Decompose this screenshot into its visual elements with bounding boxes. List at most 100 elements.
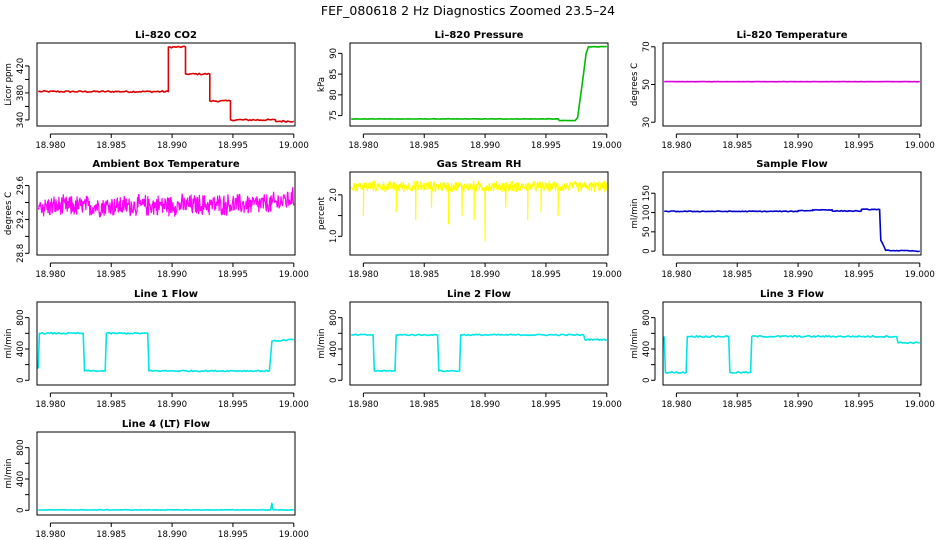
x-tick-label: 18.990 — [783, 270, 813, 280]
y-tick-label: 800 — [16, 309, 26, 325]
plot-frame — [662, 42, 922, 127]
panel-6: Sample Flow 18.980 18.985 18.990 18.995 19.00… — [630, 159, 935, 280]
x-tick-label: 19.000 — [905, 141, 935, 151]
x-tick-label: 18.980 — [661, 270, 691, 280]
y-tick-label: 400 — [642, 341, 652, 357]
x-tick-label: 18.985 — [722, 141, 752, 151]
x-tick-label: 18.980 — [348, 400, 378, 410]
panel-title: Line 2 Flow — [447, 289, 511, 300]
panel-title: Line 1 Flow — [134, 289, 198, 300]
y-axis-label: Licor ppm — [4, 63, 14, 106]
x-tick-label: 18.985 — [722, 400, 752, 410]
panel-title: Line 4 (LT) Flow — [122, 419, 210, 430]
y-tick-label: 29.2 — [16, 210, 26, 229]
series-line — [38, 45, 295, 123]
x-tick-label: 18.995 — [218, 530, 248, 540]
y-axis-label: ml/min — [4, 459, 14, 489]
x-tick-label: 19.000 — [905, 270, 935, 280]
y-tick-label: 400 — [16, 471, 26, 487]
x-tick-label: 18.995 — [531, 141, 561, 151]
y-axis-label: ml/min — [4, 329, 14, 359]
x-tick-label: 18.995 — [844, 270, 874, 280]
y-tick-label: 150 — [642, 185, 652, 201]
x-tick-label: 18.980 — [661, 141, 691, 151]
y-tick-label: 400 — [329, 341, 339, 357]
x-tick-label: 18.980 — [35, 270, 65, 280]
x-tick-label: 18.995 — [218, 270, 248, 280]
panel-2: Li–820 Pressure 18.980 18.985 18.990 18.995 1… — [317, 30, 622, 151]
figure-title: FEF_080618 2 Hz Diagnostics Zoomed 23.5–… — [321, 3, 615, 18]
x-tick-label: 19.000 — [279, 530, 309, 540]
panel-4: Ambient Box Temperature 18.980 18.985 18.99… — [4, 159, 309, 280]
x-tick-label: 18.990 — [470, 270, 500, 280]
x-tick-label: 18.980 — [35, 530, 65, 540]
y-axis-label: kPa — [317, 77, 327, 92]
panel-title: Ambient Box Temperature — [92, 159, 239, 170]
plot-frame — [36, 42, 296, 127]
series-line — [663, 334, 920, 374]
x-tick-label: 18.980 — [661, 400, 691, 410]
series-line — [664, 208, 920, 253]
series-line — [37, 186, 295, 218]
y-axis-label: percent — [317, 196, 327, 230]
y-tick-label: 70 — [642, 41, 652, 52]
y-axis-label: ml/min — [630, 329, 640, 359]
x-tick-label: 18.985 — [409, 270, 439, 280]
plot-frame — [349, 171, 609, 256]
y-tick-label: 0 — [16, 508, 26, 513]
panel-9: Line 3 Flow 18.980 18.985 18.990 18.995 19.00… — [630, 289, 935, 410]
x-tick-label: 18.990 — [470, 141, 500, 151]
x-tick-label: 19.000 — [592, 270, 622, 280]
y-axis-label: degrees C — [630, 63, 640, 106]
panel-title: Li–820 CO2 — [135, 30, 197, 41]
x-tick-label: 18.995 — [531, 400, 561, 410]
x-tick-label: 18.985 — [96, 400, 126, 410]
x-tick-label: 19.000 — [279, 270, 309, 280]
x-tick-label: 18.980 — [35, 141, 65, 151]
x-tick-label: 18.995 — [844, 400, 874, 410]
y-tick-label: 0 — [16, 378, 26, 383]
y-tick-label: 75 — [329, 110, 339, 121]
x-tick-label: 18.995 — [218, 141, 248, 151]
x-tick-label: 18.985 — [96, 270, 126, 280]
plot-frame — [662, 171, 922, 256]
panel-1: Li–820 CO2 18.980 18.985 18.990 18.995 19.000… — [4, 30, 309, 151]
x-tick-label: 18.985 — [409, 141, 439, 151]
x-tick-label: 18.995 — [218, 400, 248, 410]
y-tick-label: 400 — [16, 341, 26, 357]
y-tick-label: 0 — [642, 378, 652, 383]
plot-frame — [662, 301, 922, 386]
panel-grid: Li–820 CO2 18.980 18.985 18.990 18.995 19.000… — [4, 30, 935, 540]
y-tick-label: 30 — [642, 117, 652, 128]
x-tick-label: 18.990 — [157, 270, 187, 280]
panel-5: Gas Stream RH 18.980 18.985 18.990 18.995 19.… — [317, 159, 622, 280]
x-tick-label: 18.990 — [157, 141, 187, 151]
plot-frame — [36, 171, 296, 256]
x-tick-label: 19.000 — [905, 400, 935, 410]
y-tick-label: 80 — [329, 89, 339, 100]
x-tick-label: 19.000 — [279, 141, 309, 151]
x-tick-label: 18.995 — [531, 270, 561, 280]
y-tick-label: 380 — [16, 85, 26, 101]
y-tick-label: 28.8 — [16, 244, 26, 263]
series-line — [37, 331, 294, 373]
x-tick-label: 18.990 — [157, 400, 187, 410]
series-line — [351, 333, 608, 373]
y-tick-label: 50 — [642, 226, 652, 237]
panel-title: Gas Stream RH — [437, 159, 522, 170]
series-line — [350, 180, 608, 242]
x-tick-label: 18.985 — [96, 530, 126, 540]
y-tick-label: 0 — [329, 378, 339, 383]
panel-8: Line 2 Flow 18.980 18.985 18.990 18.995 19.00… — [317, 289, 622, 410]
x-tick-label: 19.000 — [592, 400, 622, 410]
y-tick-label: 800 — [642, 309, 652, 325]
plot-frame — [349, 301, 609, 386]
y-tick-label: 85 — [329, 69, 339, 80]
y-tick-label: 340 — [16, 112, 26, 128]
x-tick-label: 18.980 — [348, 141, 378, 151]
panel-7: Line 1 Flow 18.980 18.985 18.990 18.995 19.00… — [4, 289, 309, 410]
y-tick-label: 90 — [329, 48, 339, 59]
panel-3: Li–820 Temperature 18.980 18.985 18.990 18.9… — [630, 30, 935, 151]
plot-frame — [36, 301, 296, 386]
